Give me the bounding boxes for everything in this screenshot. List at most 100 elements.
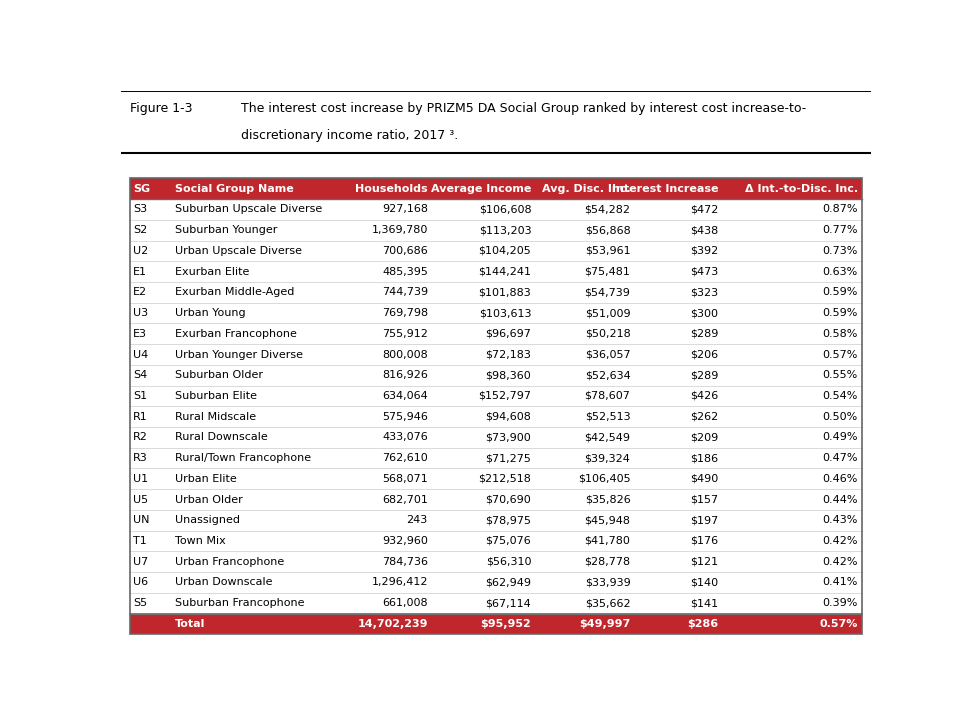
Text: $52,634: $52,634 bbox=[585, 370, 630, 380]
Bar bbox=[130, 510, 862, 531]
Text: Average Income: Average Income bbox=[431, 183, 531, 193]
Text: $28,778: $28,778 bbox=[585, 557, 630, 567]
Text: $209: $209 bbox=[690, 432, 718, 443]
Text: $54,282: $54,282 bbox=[585, 204, 630, 214]
Text: Urban Elite: Urban Elite bbox=[175, 474, 237, 484]
Text: $473: $473 bbox=[690, 266, 718, 277]
Text: Exurban Francophone: Exurban Francophone bbox=[175, 329, 297, 339]
Text: E3: E3 bbox=[133, 329, 147, 339]
Bar bbox=[130, 490, 862, 510]
Text: $490: $490 bbox=[690, 474, 718, 484]
Text: Suburban Upscale Diverse: Suburban Upscale Diverse bbox=[175, 204, 322, 214]
Text: Rural Midscale: Rural Midscale bbox=[175, 412, 257, 422]
Text: 0.58%: 0.58% bbox=[823, 329, 858, 339]
Text: $106,608: $106,608 bbox=[479, 204, 531, 214]
Text: $262: $262 bbox=[690, 412, 718, 422]
Text: U3: U3 bbox=[133, 308, 148, 318]
Text: $49,997: $49,997 bbox=[579, 619, 630, 629]
Text: Rural/Town Francophone: Rural/Town Francophone bbox=[175, 453, 311, 463]
Bar bbox=[130, 448, 862, 469]
Text: $212,518: $212,518 bbox=[478, 474, 531, 484]
Text: 762,610: 762,610 bbox=[382, 453, 428, 463]
Text: $157: $157 bbox=[690, 495, 718, 505]
Text: 0.41%: 0.41% bbox=[823, 578, 858, 588]
Text: $95,952: $95,952 bbox=[480, 619, 531, 629]
Text: Suburban Elite: Suburban Elite bbox=[175, 391, 257, 401]
Text: $36,057: $36,057 bbox=[585, 349, 630, 360]
Text: $176: $176 bbox=[690, 536, 718, 546]
Text: 0.55%: 0.55% bbox=[823, 370, 858, 380]
Text: S1: S1 bbox=[133, 391, 147, 401]
Text: 0.59%: 0.59% bbox=[823, 308, 858, 318]
Text: The interest cost increase by PRIZM5 DA Social Group ranked by interest cost inc: The interest cost increase by PRIZM5 DA … bbox=[241, 103, 806, 116]
Text: 0.54%: 0.54% bbox=[823, 391, 858, 401]
Text: $94,608: $94,608 bbox=[486, 412, 531, 422]
Text: 0.49%: 0.49% bbox=[822, 432, 858, 443]
Text: $152,797: $152,797 bbox=[478, 391, 531, 401]
Text: 14,702,239: 14,702,239 bbox=[357, 619, 428, 629]
Bar bbox=[130, 199, 862, 219]
Text: $438: $438 bbox=[690, 225, 718, 235]
Bar bbox=[130, 572, 862, 593]
Text: 485,395: 485,395 bbox=[382, 266, 428, 277]
Text: $141: $141 bbox=[690, 598, 718, 608]
Text: $104,205: $104,205 bbox=[478, 246, 531, 256]
Text: $78,607: $78,607 bbox=[585, 391, 630, 401]
Text: 0.42%: 0.42% bbox=[822, 557, 858, 567]
Text: $67,114: $67,114 bbox=[486, 598, 531, 608]
Text: $75,076: $75,076 bbox=[486, 536, 531, 546]
Text: S4: S4 bbox=[133, 370, 147, 380]
Bar bbox=[130, 531, 862, 552]
Bar bbox=[130, 552, 862, 572]
Text: 784,736: 784,736 bbox=[381, 557, 428, 567]
Text: 755,912: 755,912 bbox=[382, 329, 428, 339]
Bar bbox=[130, 593, 862, 614]
Text: 0.44%: 0.44% bbox=[822, 495, 858, 505]
Text: $62,949: $62,949 bbox=[485, 578, 531, 588]
Text: $75,481: $75,481 bbox=[585, 266, 630, 277]
Text: Urban Younger Diverse: Urban Younger Diverse bbox=[175, 349, 303, 360]
Text: $206: $206 bbox=[690, 349, 718, 360]
Text: $33,939: $33,939 bbox=[585, 578, 630, 588]
Text: Figure 1-3: Figure 1-3 bbox=[130, 103, 193, 116]
Text: $186: $186 bbox=[690, 453, 718, 463]
Text: $140: $140 bbox=[690, 578, 718, 588]
Text: Urban Francophone: Urban Francophone bbox=[175, 557, 285, 567]
Text: $42,549: $42,549 bbox=[585, 432, 630, 443]
Text: E1: E1 bbox=[133, 266, 147, 277]
Bar bbox=[130, 614, 862, 634]
Text: $50,218: $50,218 bbox=[585, 329, 630, 339]
Text: 0.50%: 0.50% bbox=[823, 412, 858, 422]
Bar bbox=[130, 261, 862, 282]
Text: Urban Upscale Diverse: Urban Upscale Diverse bbox=[175, 246, 302, 256]
Text: Urban Young: Urban Young bbox=[175, 308, 246, 318]
Text: 575,946: 575,946 bbox=[382, 412, 428, 422]
Text: $392: $392 bbox=[690, 246, 718, 256]
Text: $78,975: $78,975 bbox=[485, 516, 531, 526]
Text: $56,310: $56,310 bbox=[486, 557, 531, 567]
Text: 0.39%: 0.39% bbox=[823, 598, 858, 608]
Text: 661,008: 661,008 bbox=[382, 598, 428, 608]
Text: $73,900: $73,900 bbox=[486, 432, 531, 443]
Text: 816,926: 816,926 bbox=[382, 370, 428, 380]
Text: $51,009: $51,009 bbox=[585, 308, 630, 318]
Text: Unassigned: Unassigned bbox=[175, 516, 240, 526]
Text: U1: U1 bbox=[133, 474, 148, 484]
Text: $53,961: $53,961 bbox=[585, 246, 630, 256]
Text: $300: $300 bbox=[690, 308, 718, 318]
Text: 0.43%: 0.43% bbox=[823, 516, 858, 526]
Text: 927,168: 927,168 bbox=[381, 204, 428, 214]
Text: Interest Increase: Interest Increase bbox=[612, 183, 718, 193]
Bar bbox=[130, 427, 862, 448]
Text: Social Group Name: Social Group Name bbox=[175, 183, 293, 193]
Text: 1,369,780: 1,369,780 bbox=[372, 225, 428, 235]
Text: 568,071: 568,071 bbox=[382, 474, 428, 484]
Text: Suburban Older: Suburban Older bbox=[175, 370, 263, 380]
Text: Rural Downscale: Rural Downscale bbox=[175, 432, 268, 443]
Text: Suburban Francophone: Suburban Francophone bbox=[175, 598, 305, 608]
Text: $41,780: $41,780 bbox=[585, 536, 630, 546]
Bar bbox=[130, 386, 862, 406]
Text: $197: $197 bbox=[690, 516, 718, 526]
Text: R2: R2 bbox=[133, 432, 148, 443]
Text: S5: S5 bbox=[133, 598, 147, 608]
